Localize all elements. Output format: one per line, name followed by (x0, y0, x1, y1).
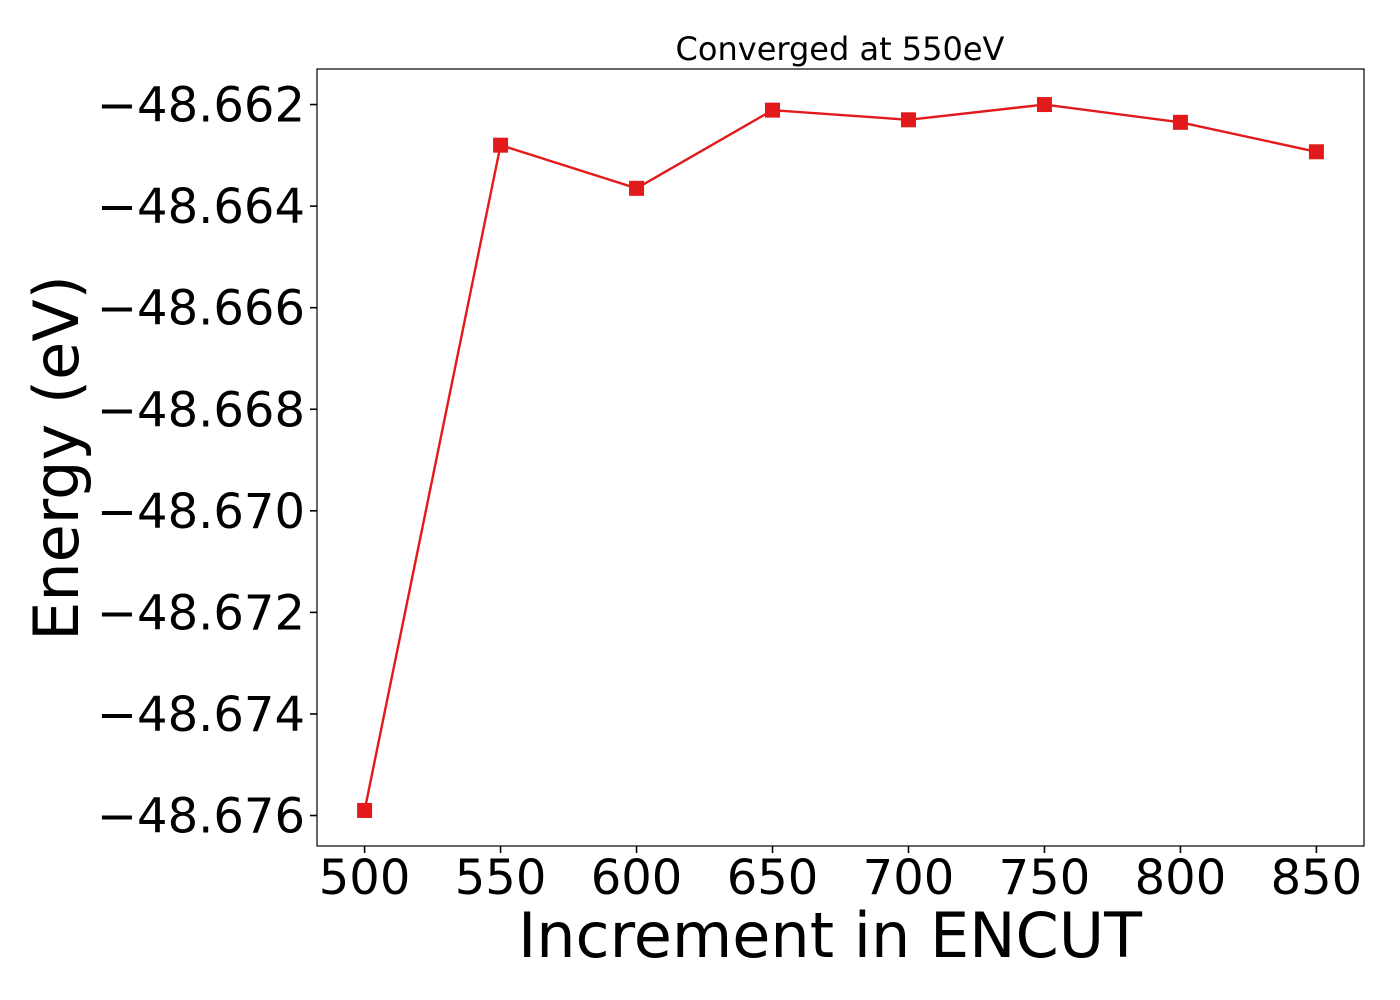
data-point-marker (357, 802, 373, 818)
y-tick-label: −48.662 (97, 78, 305, 134)
data-point-marker (1036, 97, 1052, 113)
plot-frame (316, 68, 1365, 847)
x-tick-label: 850 (1271, 850, 1363, 906)
y-tick-label: −48.668 (97, 382, 305, 438)
x-tick-label: 600 (591, 850, 683, 906)
x-tick-label: 500 (319, 850, 411, 906)
x-tick-label: 650 (727, 850, 819, 906)
y-tick-label: −48.666 (97, 281, 305, 337)
data-point-marker (765, 102, 781, 118)
y-axis-label: Energy (eV) (20, 275, 93, 641)
x-axis-label: Increment in ENCUT (518, 899, 1143, 972)
y-tick-label: −48.676 (97, 789, 305, 845)
ticks-layer: 500 550 600 650 700 750 800 850 −48.662 −48.664 −4… (97, 78, 1362, 906)
data-point-marker (900, 112, 916, 128)
x-tick-label: 800 (1135, 850, 1227, 906)
chart-title: Converged at 550eV (676, 30, 1005, 68)
x-tick-label: 700 (863, 850, 955, 906)
y-tick-label: −48.672 (97, 585, 305, 641)
data-point-marker (493, 137, 509, 153)
series-layer (357, 97, 1324, 818)
data-point-marker (1172, 114, 1188, 130)
y-tick-label: −48.674 (97, 687, 305, 743)
data-point-marker (1308, 144, 1324, 160)
y-tick-label: −48.670 (97, 484, 305, 540)
x-tick-label: 550 (455, 850, 547, 906)
x-tick-label: 750 (999, 850, 1091, 906)
y-tick-label: −48.664 (97, 179, 305, 235)
data-point-marker (629, 180, 645, 196)
series-line (363, 103, 1317, 811)
